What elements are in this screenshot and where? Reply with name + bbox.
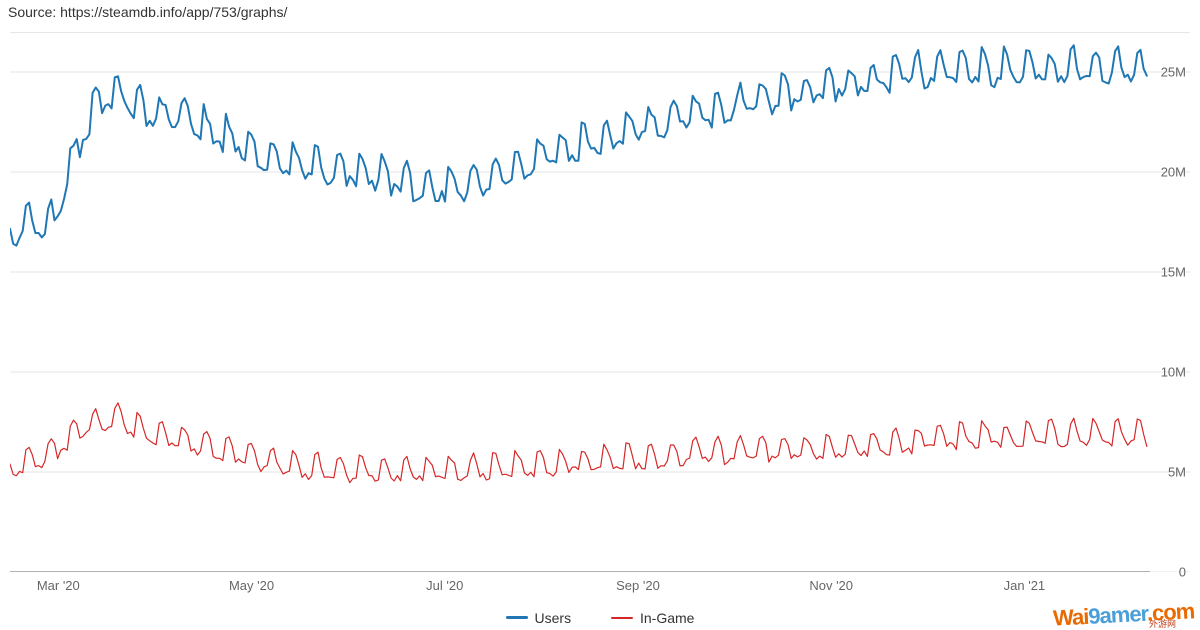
legend-swatch-ingame bbox=[611, 617, 633, 619]
legend: Users In-Game bbox=[0, 606, 1200, 626]
source-label: Source: https://steamdb.info/app/753/gra… bbox=[8, 4, 287, 20]
y-tick-label: 15M bbox=[1161, 265, 1188, 280]
y-tick-label: 25M bbox=[1161, 65, 1188, 80]
chart: 05M10M15M20M25M Mar '20May '20Jul '20Sep… bbox=[10, 32, 1190, 572]
y-tick-label: 5M bbox=[1168, 465, 1188, 480]
x-tick-label: Jul '20 bbox=[426, 578, 463, 593]
y-tick-label: 10M bbox=[1161, 365, 1188, 380]
legend-swatch-users bbox=[506, 616, 528, 619]
legend-item-users: Users bbox=[506, 610, 572, 626]
y-tick-label: 0 bbox=[1179, 565, 1188, 580]
legend-label-users: Users bbox=[535, 610, 572, 626]
x-tick-label: Nov '20 bbox=[809, 578, 853, 593]
legend-label-ingame: In-Game bbox=[640, 610, 694, 626]
chart-svg bbox=[10, 32, 1190, 572]
x-tick-label: May '20 bbox=[229, 578, 274, 593]
x-tick-label: Jan '21 bbox=[1004, 578, 1046, 593]
x-tick-label: Mar '20 bbox=[37, 578, 80, 593]
y-tick-label: 20M bbox=[1161, 165, 1188, 180]
legend-item-ingame: In-Game bbox=[611, 610, 694, 626]
x-tick-label: Sep '20 bbox=[616, 578, 660, 593]
